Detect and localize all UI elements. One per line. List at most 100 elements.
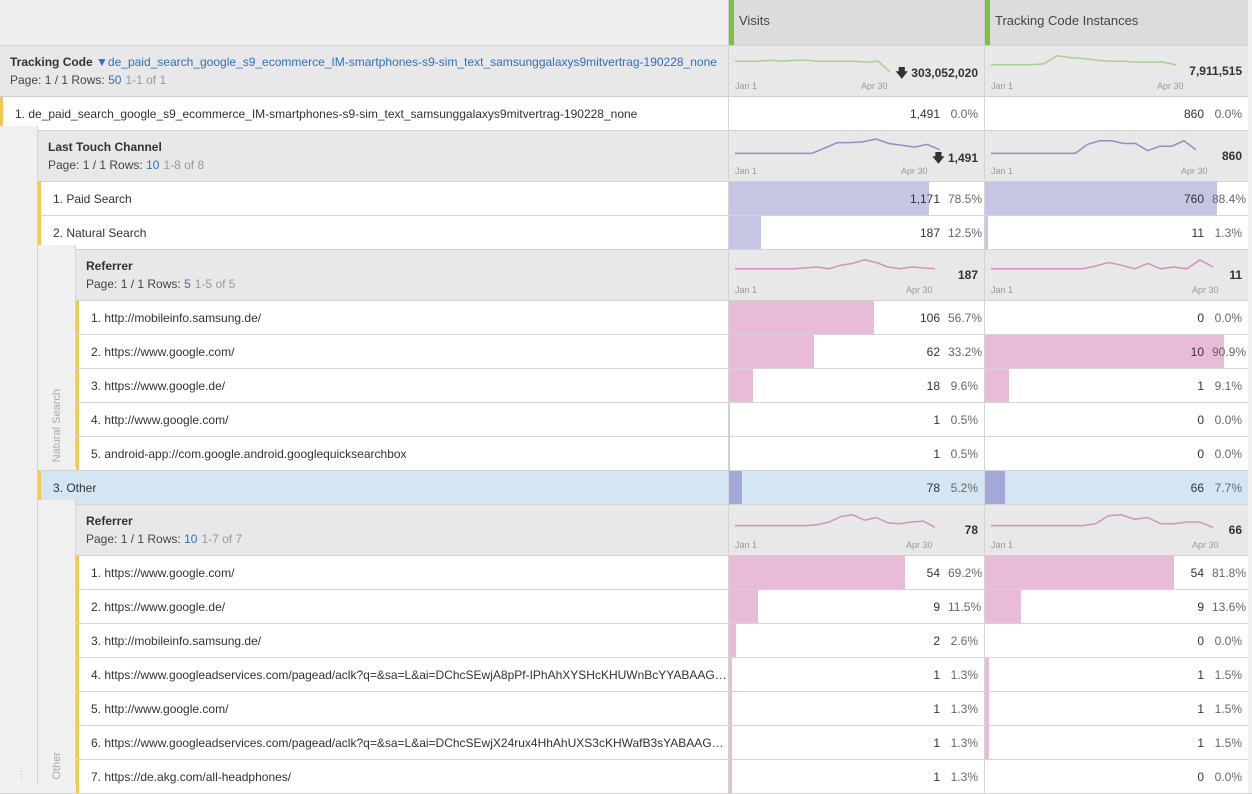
row-label[interactable]: 1. https://www.google.com/ — [76, 556, 728, 589]
dimension-header-blank — [0, 0, 728, 45]
visits-value: 1 — [933, 735, 940, 750]
visits-cell: 78 5.2% — [728, 471, 984, 504]
row-label[interactable]: 1. http://mobileinfo.samsung.de/ — [76, 301, 728, 334]
row-label[interactable]: 3. Other — [38, 471, 728, 504]
row-range: 1-7 of 7 — [201, 532, 243, 546]
rows-label: Rows: — [147, 277, 181, 291]
visits-percent: 1.3% — [950, 701, 978, 716]
row-label[interactable]: 5. android-app://com.google.android.goog… — [76, 437, 728, 470]
table-row[interactable]: 3. https://www.google.de/ 18 9.6% 1 9.1% — [0, 369, 1252, 403]
table-row[interactable]: 3. Other 78 5.2% 66 7.7% — [0, 471, 1252, 505]
visits-cell: 62 33.2% — [728, 335, 984, 368]
table-row[interactable]: 1. https://www.google.com/ 54 69.2% 54 81.… — [0, 556, 1252, 590]
table-row[interactable]: 1. de_paid_search_google_s9_ecommerce_IM… — [0, 97, 1252, 131]
visits-summary: Jan 1 Apr 30 78 — [728, 505, 984, 555]
filter-icon[interactable]: ▼ — [96, 55, 108, 69]
visits-cell: 106 56.7% — [728, 301, 984, 334]
tci-value: 66 — [1190, 480, 1204, 495]
table-row[interactable]: 5. http://www.google.com/ 1 1.3% 1 1.5% — [0, 692, 1252, 726]
tci-value: 10 — [1190, 344, 1204, 359]
sparkline-line — [735, 138, 940, 155]
visits-cell: 1,491 0.0% — [728, 97, 984, 130]
tci-header-label: Tracking Code Instances — [995, 13, 1139, 28]
tci-percent: 81.8% — [1212, 565, 1247, 580]
rows-per-page-selector[interactable]: 10 — [146, 158, 160, 172]
visits-value: 62 — [926, 344, 940, 359]
tci-percent: 90.9% — [1212, 344, 1247, 359]
tci-percent: 0.0% — [1214, 412, 1242, 427]
row-label[interactable]: 2. Natural Search — [38, 216, 728, 249]
visits-bar — [729, 624, 736, 657]
sort-down-arrow-icon[interactable]: 🡇 — [895, 66, 912, 80]
rows-per-page-selector[interactable]: 50 — [108, 73, 122, 87]
tci-percent: 1.5% — [1214, 667, 1242, 682]
gutter-natural-search: Natural Search — [38, 245, 76, 466]
date-end: Apr 30 — [1192, 540, 1219, 550]
tci-summary: Jan 1 Apr 30 11 — [984, 250, 1248, 300]
visits-value: 1 — [933, 667, 940, 682]
table-row[interactable]: 2. https://www.google.de/ 9 11.5% 9 13.6% — [0, 590, 1252, 624]
visits-summary: Jan 1 Apr 30 🡇 1,491 — [728, 131, 984, 181]
tci-percent: 1.5% — [1214, 735, 1242, 750]
tci-cell: 0 0.0% — [984, 437, 1248, 470]
filter-value-link[interactable]: de_paid_search_google_s9_ecommerce_IM-sm… — [107, 55, 717, 69]
rows-per-page-selector[interactable]: 10 — [184, 532, 198, 546]
visits-cell: 1 0.5% — [728, 403, 984, 436]
tci-cell: 0 0.0% — [984, 403, 1248, 436]
tci-cell: 1 1.5% — [984, 658, 1248, 691]
tci-percent: 0.0% — [1214, 633, 1242, 648]
row-label[interactable]: 4. https://www.googleadservices.com/page… — [76, 658, 728, 691]
row-label[interactable]: 1. de_paid_search_google_s9_ecommerce_IM… — [0, 97, 728, 130]
gutter-other: Other — [38, 500, 76, 784]
drag-handle-icon[interactable] — [729, 0, 734, 45]
visits-value: 9 — [933, 599, 940, 614]
sparkline — [735, 259, 935, 270]
table-row[interactable]: 4. https://www.googleadservices.com/page… — [0, 658, 1252, 692]
row-label[interactable]: 7. https://de.akg.com/all-headphones/ — [76, 760, 728, 793]
visits-summary: Jan 1 Apr 30 🡇 303,052,020 — [728, 46, 984, 96]
tci-cell: 1 1.5% — [984, 726, 1248, 759]
visits-value: 1,171 — [909, 191, 940, 206]
row-label[interactable]: 4. http://www.google.com/ — [76, 403, 728, 436]
column-header-visits[interactable]: Visits — [728, 0, 984, 45]
page-info: Page: 1 / 1 — [86, 277, 145, 291]
row-label[interactable]: 3. https://www.google.de/ — [76, 369, 728, 402]
table-row[interactable]: 1. http://mobileinfo.samsung.de/ 106 56.7… — [0, 301, 1252, 335]
tci-value: 54 — [1190, 565, 1204, 580]
row-label[interactable]: 1. Paid Search — [38, 182, 728, 215]
table-row[interactable]: 3. http://mobileinfo.samsung.de/ 2 2.6% 0… — [0, 624, 1252, 658]
drag-handle-icon[interactable] — [985, 0, 990, 45]
sparkline — [991, 258, 1213, 270]
visits-header-label: Visits — [739, 13, 770, 28]
tci-cell: 0 0.0% — [984, 624, 1248, 657]
table-row[interactable]: 4. http://www.google.com/ 1 0.5% 0 0.0% — [0, 403, 1252, 437]
row-label[interactable]: 3. http://mobileinfo.samsung.de/ — [76, 624, 728, 657]
column-header-tracking-code-instances[interactable]: Tracking Code Instances — [984, 0, 1248, 45]
table-row[interactable]: 2. Natural Search 187 12.5% 11 1.3% — [0, 216, 1252, 250]
visits-cell: 1,171 78.5% — [728, 182, 984, 215]
tci-cell: 11 1.3% — [984, 216, 1248, 249]
table-row[interactable]: 5. android-app://com.google.android.goog… — [0, 437, 1252, 471]
tci-value: 11 — [1191, 225, 1204, 240]
row-label[interactable]: 2. https://www.google.com/ — [76, 335, 728, 368]
table-row[interactable]: 1. Paid Search 1,171 78.5% 760 88.4% — [0, 182, 1252, 216]
date-start: Jan 1 — [735, 166, 758, 176]
date-end: Apr 30 — [861, 81, 888, 91]
row-label[interactable]: 2. https://www.google.de/ — [76, 590, 728, 623]
tci-value: 0 — [1197, 446, 1204, 461]
visits-cell: 1 0.5% — [728, 437, 984, 470]
sparkline-line — [735, 59, 890, 73]
visits-value: 78 — [926, 480, 940, 495]
visits-bar — [729, 692, 733, 725]
table-row[interactable]: 2. https://www.google.com/ 62 33.2% 10 90.… — [0, 335, 1252, 369]
scrollbar[interactable] — [1248, 0, 1252, 784]
visits-percent: 9.6% — [950, 378, 978, 393]
row-label[interactable]: 6. https://www.googleadservices.com/page… — [76, 726, 728, 759]
visits-percent: 78.5% — [948, 191, 983, 206]
visits-total: 187 — [957, 268, 978, 282]
row-label[interactable]: 5. http://www.google.com/ — [76, 692, 728, 725]
rows-per-page-selector[interactable]: 5 — [184, 277, 191, 291]
table-row[interactable]: 6. https://www.googleadservices.com/page… — [0, 726, 1252, 760]
sort-down-arrow-icon[interactable]: 🡇 — [932, 151, 948, 165]
